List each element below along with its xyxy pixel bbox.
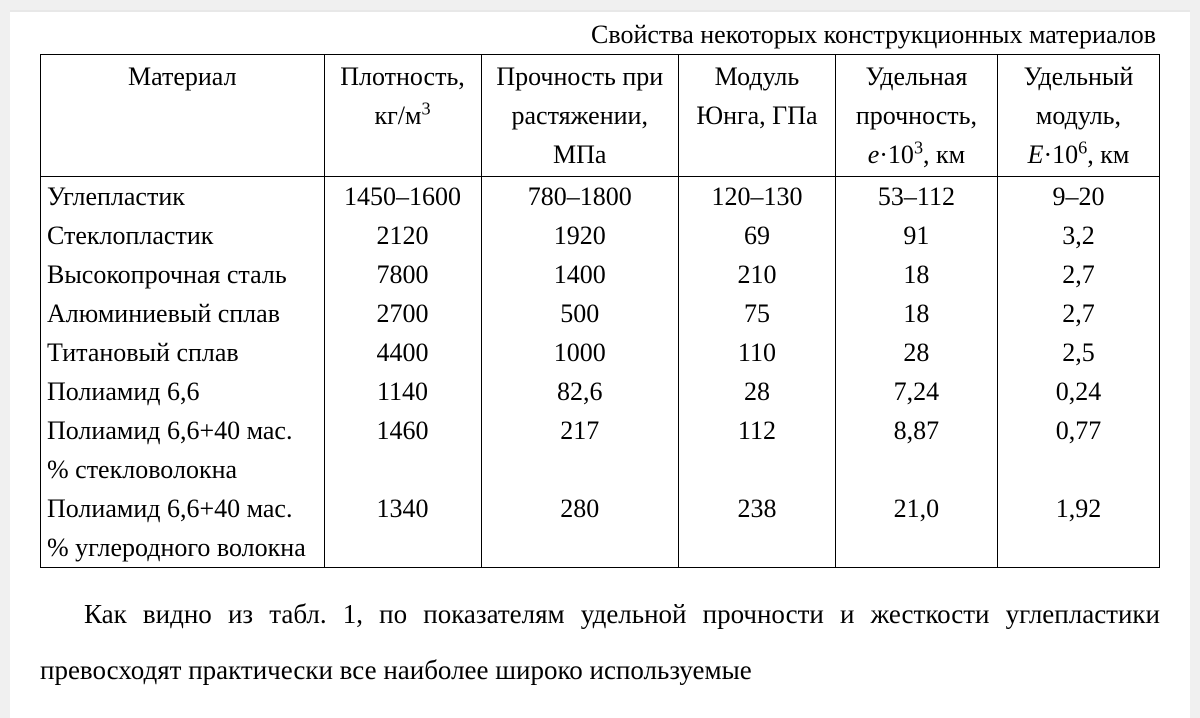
table-row: Титановый сплав44001000110282,5 xyxy=(41,333,1160,372)
cell-material: Стеклопластик xyxy=(41,216,325,255)
col-header-material: Материал xyxy=(41,55,325,177)
cell-material: Титановый сплав xyxy=(41,333,325,372)
col-header-strength: Прочность прирастяжении,МПа xyxy=(481,55,678,177)
cell-strength: 1400 xyxy=(481,255,678,294)
col-header-young: МодульЮнга, ГПа xyxy=(678,55,835,177)
cell-spec_str: 18 xyxy=(835,255,997,294)
cell-spec_mod: 9–20 xyxy=(997,177,1159,217)
cell-density: 1140 xyxy=(324,372,481,411)
cell-material: Полиамид 6,6+40 мас. % стекловолокна xyxy=(41,411,325,489)
cell-spec_str: 21,0 xyxy=(835,489,997,568)
cell-material: Полиамид 6,6 xyxy=(41,372,325,411)
cell-density: 2120 xyxy=(324,216,481,255)
cell-young: 112 xyxy=(678,411,835,489)
table-row: Полиамид 6,6+40 мас. % углеродного волок… xyxy=(41,489,1160,568)
table-row: Полиамид 6,6+40 мас. % стекловолокна1460… xyxy=(41,411,1160,489)
cell-spec_str: 91 xyxy=(835,216,997,255)
cell-strength: 780–1800 xyxy=(481,177,678,217)
cell-young: 120–130 xyxy=(678,177,835,217)
cell-density: 7800 xyxy=(324,255,481,294)
cell-density: 1460 xyxy=(324,411,481,489)
col-header-density: Плотность,кг/м3 xyxy=(324,55,481,177)
cell-density: 1340 xyxy=(324,489,481,568)
cell-density: 4400 xyxy=(324,333,481,372)
cell-strength: 1000 xyxy=(481,333,678,372)
body-paragraph: Как видно из табл. 1, по показателям уде… xyxy=(40,586,1160,698)
cell-density: 2700 xyxy=(324,294,481,333)
cell-young: 28 xyxy=(678,372,835,411)
col-header-spec-modulus: Удельныймодуль,E·106, км xyxy=(997,55,1159,177)
cell-young: 69 xyxy=(678,216,835,255)
cell-spec_mod: 2,7 xyxy=(997,255,1159,294)
cell-young: 110 xyxy=(678,333,835,372)
cell-material: Алюминиевый сплав xyxy=(41,294,325,333)
table-row: Алюминиевый сплав270050075182,7 xyxy=(41,294,1160,333)
cell-spec_mod: 1,92 xyxy=(997,489,1159,568)
table-header: Материал Плотность,кг/м3 Прочность прира… xyxy=(41,55,1160,177)
cell-strength: 217 xyxy=(481,411,678,489)
cell-spec_mod: 3,2 xyxy=(997,216,1159,255)
cell-material: Углепластик xyxy=(41,177,325,217)
document-page: Свойства некоторых конструкционных матер… xyxy=(10,10,1190,718)
cell-young: 238 xyxy=(678,489,835,568)
col-header-spec-strength: Удельнаяпрочность,e·103, км xyxy=(835,55,997,177)
materials-table: Материал Плотность,кг/м3 Прочность прира… xyxy=(40,54,1160,568)
cell-spec_str: 8,87 xyxy=(835,411,997,489)
cell-strength: 500 xyxy=(481,294,678,333)
table-body: Углепластик1450–1600780–1800120–13053–11… xyxy=(41,177,1160,568)
cell-density: 1450–1600 xyxy=(324,177,481,217)
table-row: Углепластик1450–1600780–1800120–13053–11… xyxy=(41,177,1160,217)
cell-spec_str: 7,24 xyxy=(835,372,997,411)
cell-spec_str: 53–112 xyxy=(835,177,997,217)
cell-spec_str: 28 xyxy=(835,333,997,372)
cell-spec_mod: 0,77 xyxy=(997,411,1159,489)
cell-strength: 280 xyxy=(481,489,678,568)
cell-young: 210 xyxy=(678,255,835,294)
cell-strength: 82,6 xyxy=(481,372,678,411)
cell-material: Высокопрочная сталь xyxy=(41,255,325,294)
table-caption: Свойства некоторых конструкционных матер… xyxy=(40,20,1160,50)
table-row: Высокопрочная сталь78001400210182,7 xyxy=(41,255,1160,294)
cell-spec_mod: 0,24 xyxy=(997,372,1159,411)
cell-spec_str: 18 xyxy=(835,294,997,333)
cell-spec_mod: 2,5 xyxy=(997,333,1159,372)
cell-strength: 1920 xyxy=(481,216,678,255)
table-row: Полиамид 6,6114082,6287,240,24 xyxy=(41,372,1160,411)
cell-spec_mod: 2,7 xyxy=(997,294,1159,333)
cell-material: Полиамид 6,6+40 мас. % углеродного волок… xyxy=(41,489,325,568)
table-row: Стеклопластик2120192069913,2 xyxy=(41,216,1160,255)
cell-young: 75 xyxy=(678,294,835,333)
